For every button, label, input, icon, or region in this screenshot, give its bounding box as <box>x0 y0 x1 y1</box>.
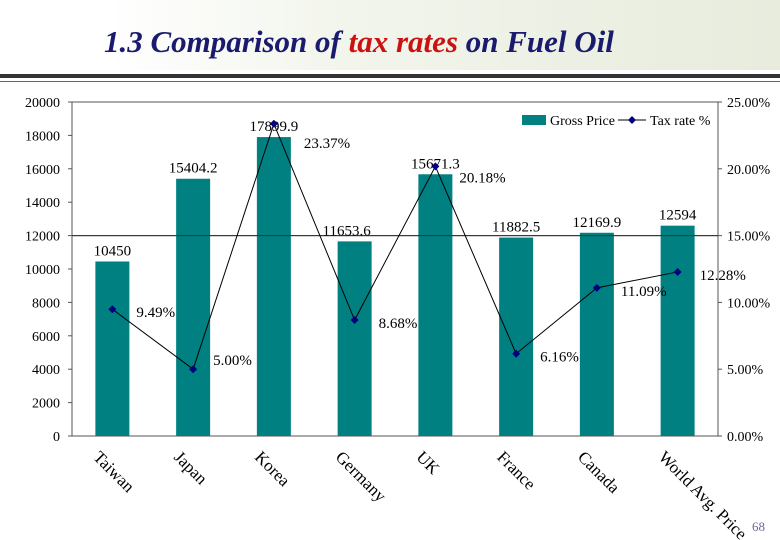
legend-swatch-bar <box>522 115 546 125</box>
plot-frame <box>71 101 719 437</box>
bar-gross-price <box>660 225 695 436</box>
title-rule-thick <box>0 74 780 78</box>
tax-rate-label: 6.16% <box>540 350 579 366</box>
tax-rate-point <box>350 316 359 325</box>
bar-value-label: 10450 <box>94 243 132 259</box>
tax-rate-label: 20.18% <box>459 170 505 186</box>
y-right-tick-label: 25.00% <box>727 96 771 111</box>
y-left-tick-label: 0 <box>53 430 60 445</box>
bar-value-label: 15404.2 <box>169 161 218 177</box>
y-left-tick-label: 8000 <box>32 296 60 311</box>
y-right-tick-label: 5.00% <box>727 363 764 378</box>
category-label: UK <box>413 447 444 478</box>
y-right-tick-label: 20.00% <box>727 163 771 178</box>
category-label: Canada <box>574 447 624 497</box>
y-left-tick-label: 12000 <box>25 230 60 245</box>
category-label: Taiwan <box>90 447 139 496</box>
title-highlight: tax rates <box>348 24 458 59</box>
bar-gross-price <box>337 241 372 436</box>
title-band <box>108 0 780 70</box>
tax-rate-label: 23.37% <box>304 136 350 152</box>
bar-value-label: 11653.6 <box>323 223 372 239</box>
bar-gross-price <box>256 137 291 437</box>
tax-rate-label: 8.68% <box>379 316 418 332</box>
category-label: Germany <box>332 447 391 506</box>
y-left-tick-label: 14000 <box>25 196 60 211</box>
y-left-tick-label: 10000 <box>25 263 60 278</box>
y-right-tick-label: 0.00% <box>727 430 764 445</box>
tax-rate-line <box>112 122 678 371</box>
tax-rate-label: 11.09% <box>621 284 667 300</box>
tax-rate-label: 9.49% <box>136 305 175 321</box>
y-left-tick-label: 20000 <box>25 96 60 111</box>
title-suffix: on Fuel Oil <box>457 24 614 59</box>
tax-rate-point <box>592 283 601 292</box>
bar-value-label: 12594 <box>659 208 697 224</box>
bar-value-label: 11882.5 <box>492 220 540 236</box>
category-label: Korea <box>251 447 294 490</box>
bar-value-label: 12169.9 <box>573 215 622 231</box>
title-prefix: 1.3 Comparison of <box>104 24 349 59</box>
tax-rate-point <box>189 365 198 374</box>
page-number: 68 <box>752 519 765 534</box>
y-left-tick-label: 4000 <box>32 363 60 378</box>
tax-rate-point <box>431 162 440 171</box>
legend-label-tax-rate: Tax rate % <box>650 114 711 129</box>
category-label: France <box>493 447 539 493</box>
title-rule-thin <box>0 81 780 82</box>
tax-rate-point <box>269 119 278 128</box>
y-left-tick-label: 2000 <box>32 397 60 412</box>
y-left-tick-label: 6000 <box>32 330 60 345</box>
y-left-tick-label: 18000 <box>25 129 60 144</box>
tax-rate-point <box>108 305 117 314</box>
tax-rate-label: 12.28% <box>700 268 746 284</box>
bar-gross-price <box>176 178 211 436</box>
bar-gross-price <box>579 232 614 436</box>
y-left-tick-label: 16000 <box>25 163 60 178</box>
bar-gross-price <box>499 237 534 436</box>
y-right-tick-label: 10.00% <box>727 296 771 311</box>
bar-gross-price <box>95 261 130 436</box>
tax-rate-label: 5.00% <box>213 353 252 369</box>
tax-rate-point <box>512 349 521 358</box>
legend-swatch-marker <box>628 116 636 124</box>
legend-label-gross-price: Gross Price <box>550 114 615 129</box>
y-right-tick-label: 15.00% <box>727 230 771 245</box>
slide-title: 1.3 Comparison of tax rates on Fuel Oil <box>104 24 614 60</box>
bar-gross-price <box>418 174 453 436</box>
category-label: Japan <box>170 447 211 488</box>
category-label: World Avg. Price <box>655 447 751 540</box>
tax-rate-point <box>673 267 682 276</box>
tax-rate-chart: 0 2000 4000 6000 8000 10000 12000 14000 16000 180… <box>25 96 771 540</box>
